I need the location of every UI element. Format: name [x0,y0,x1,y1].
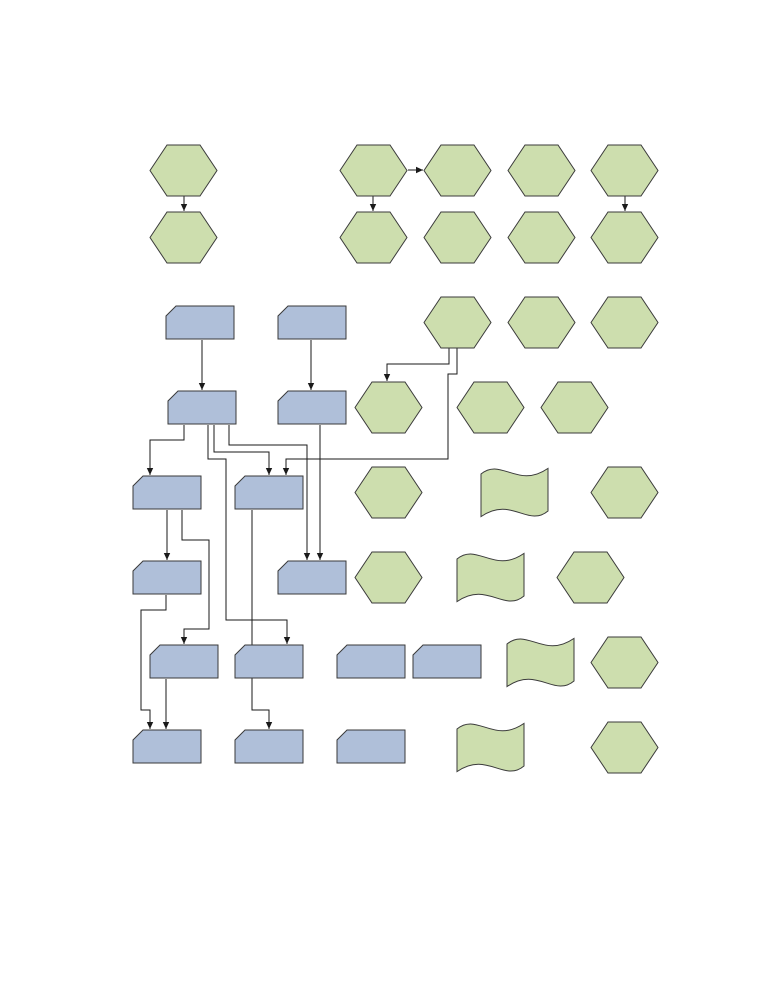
connector-arrow-8 [146,425,185,475]
hexagon-node-8 [423,211,492,264]
hexagon-node-12 [507,296,576,349]
hexagon-node-13 [590,296,659,349]
tape-node-2 [456,552,525,603]
hexagon-node-2 [339,144,408,197]
card-node-10 [234,644,304,679]
card-node-8 [277,560,347,595]
hexagon-node-3 [423,144,492,197]
hexagon-node-14 [354,381,423,434]
connector-arrow-9 [207,425,291,644]
card-node-3 [167,390,237,425]
connector-arrow-11 [228,425,311,560]
hexagon-node-1 [149,144,218,197]
hexagon-node-6 [149,211,218,264]
hexagon-node-11 [423,296,492,349]
card-node-9 [149,644,219,679]
hexagon-node-20 [556,551,625,604]
card-node-5 [132,475,202,510]
connector-arrow-7 [383,348,450,381]
hexagon-node-7 [339,211,408,264]
connector-arrow-17 [140,595,167,729]
card-node-6 [234,475,304,510]
hexagon-node-19 [354,551,423,604]
card-node-2 [277,305,347,340]
shape-layer [132,144,659,774]
card-node-15 [336,729,406,764]
connector-layer [140,166,629,729]
card-node-11 [336,644,406,679]
hexagon-node-17 [354,466,423,519]
hexagon-node-10 [590,211,659,264]
card-node-7 [132,560,202,595]
card-node-13 [132,729,202,764]
hexagon-node-9 [507,211,576,264]
tape-node-4 [456,722,525,773]
hexagon-node-18 [590,466,659,519]
card-node-14 [234,729,304,764]
card-node-12 [412,644,482,679]
hexagon-node-4 [507,144,576,197]
card-node-4 [277,390,347,425]
tape-node-1 [480,467,549,518]
connector-arrow-10 [213,425,273,475]
hexagon-node-22 [590,721,659,774]
hexagon-node-16 [540,381,609,434]
connector-arrow-15 [180,510,210,644]
hexagon-node-15 [456,381,525,434]
connector-arrow-16 [251,510,273,729]
hexagon-node-21 [590,636,659,689]
card-node-1 [165,305,235,340]
connector-arrow-13 [282,348,458,475]
tape-node-3 [506,637,575,688]
hexagon-node-5 [590,144,659,197]
